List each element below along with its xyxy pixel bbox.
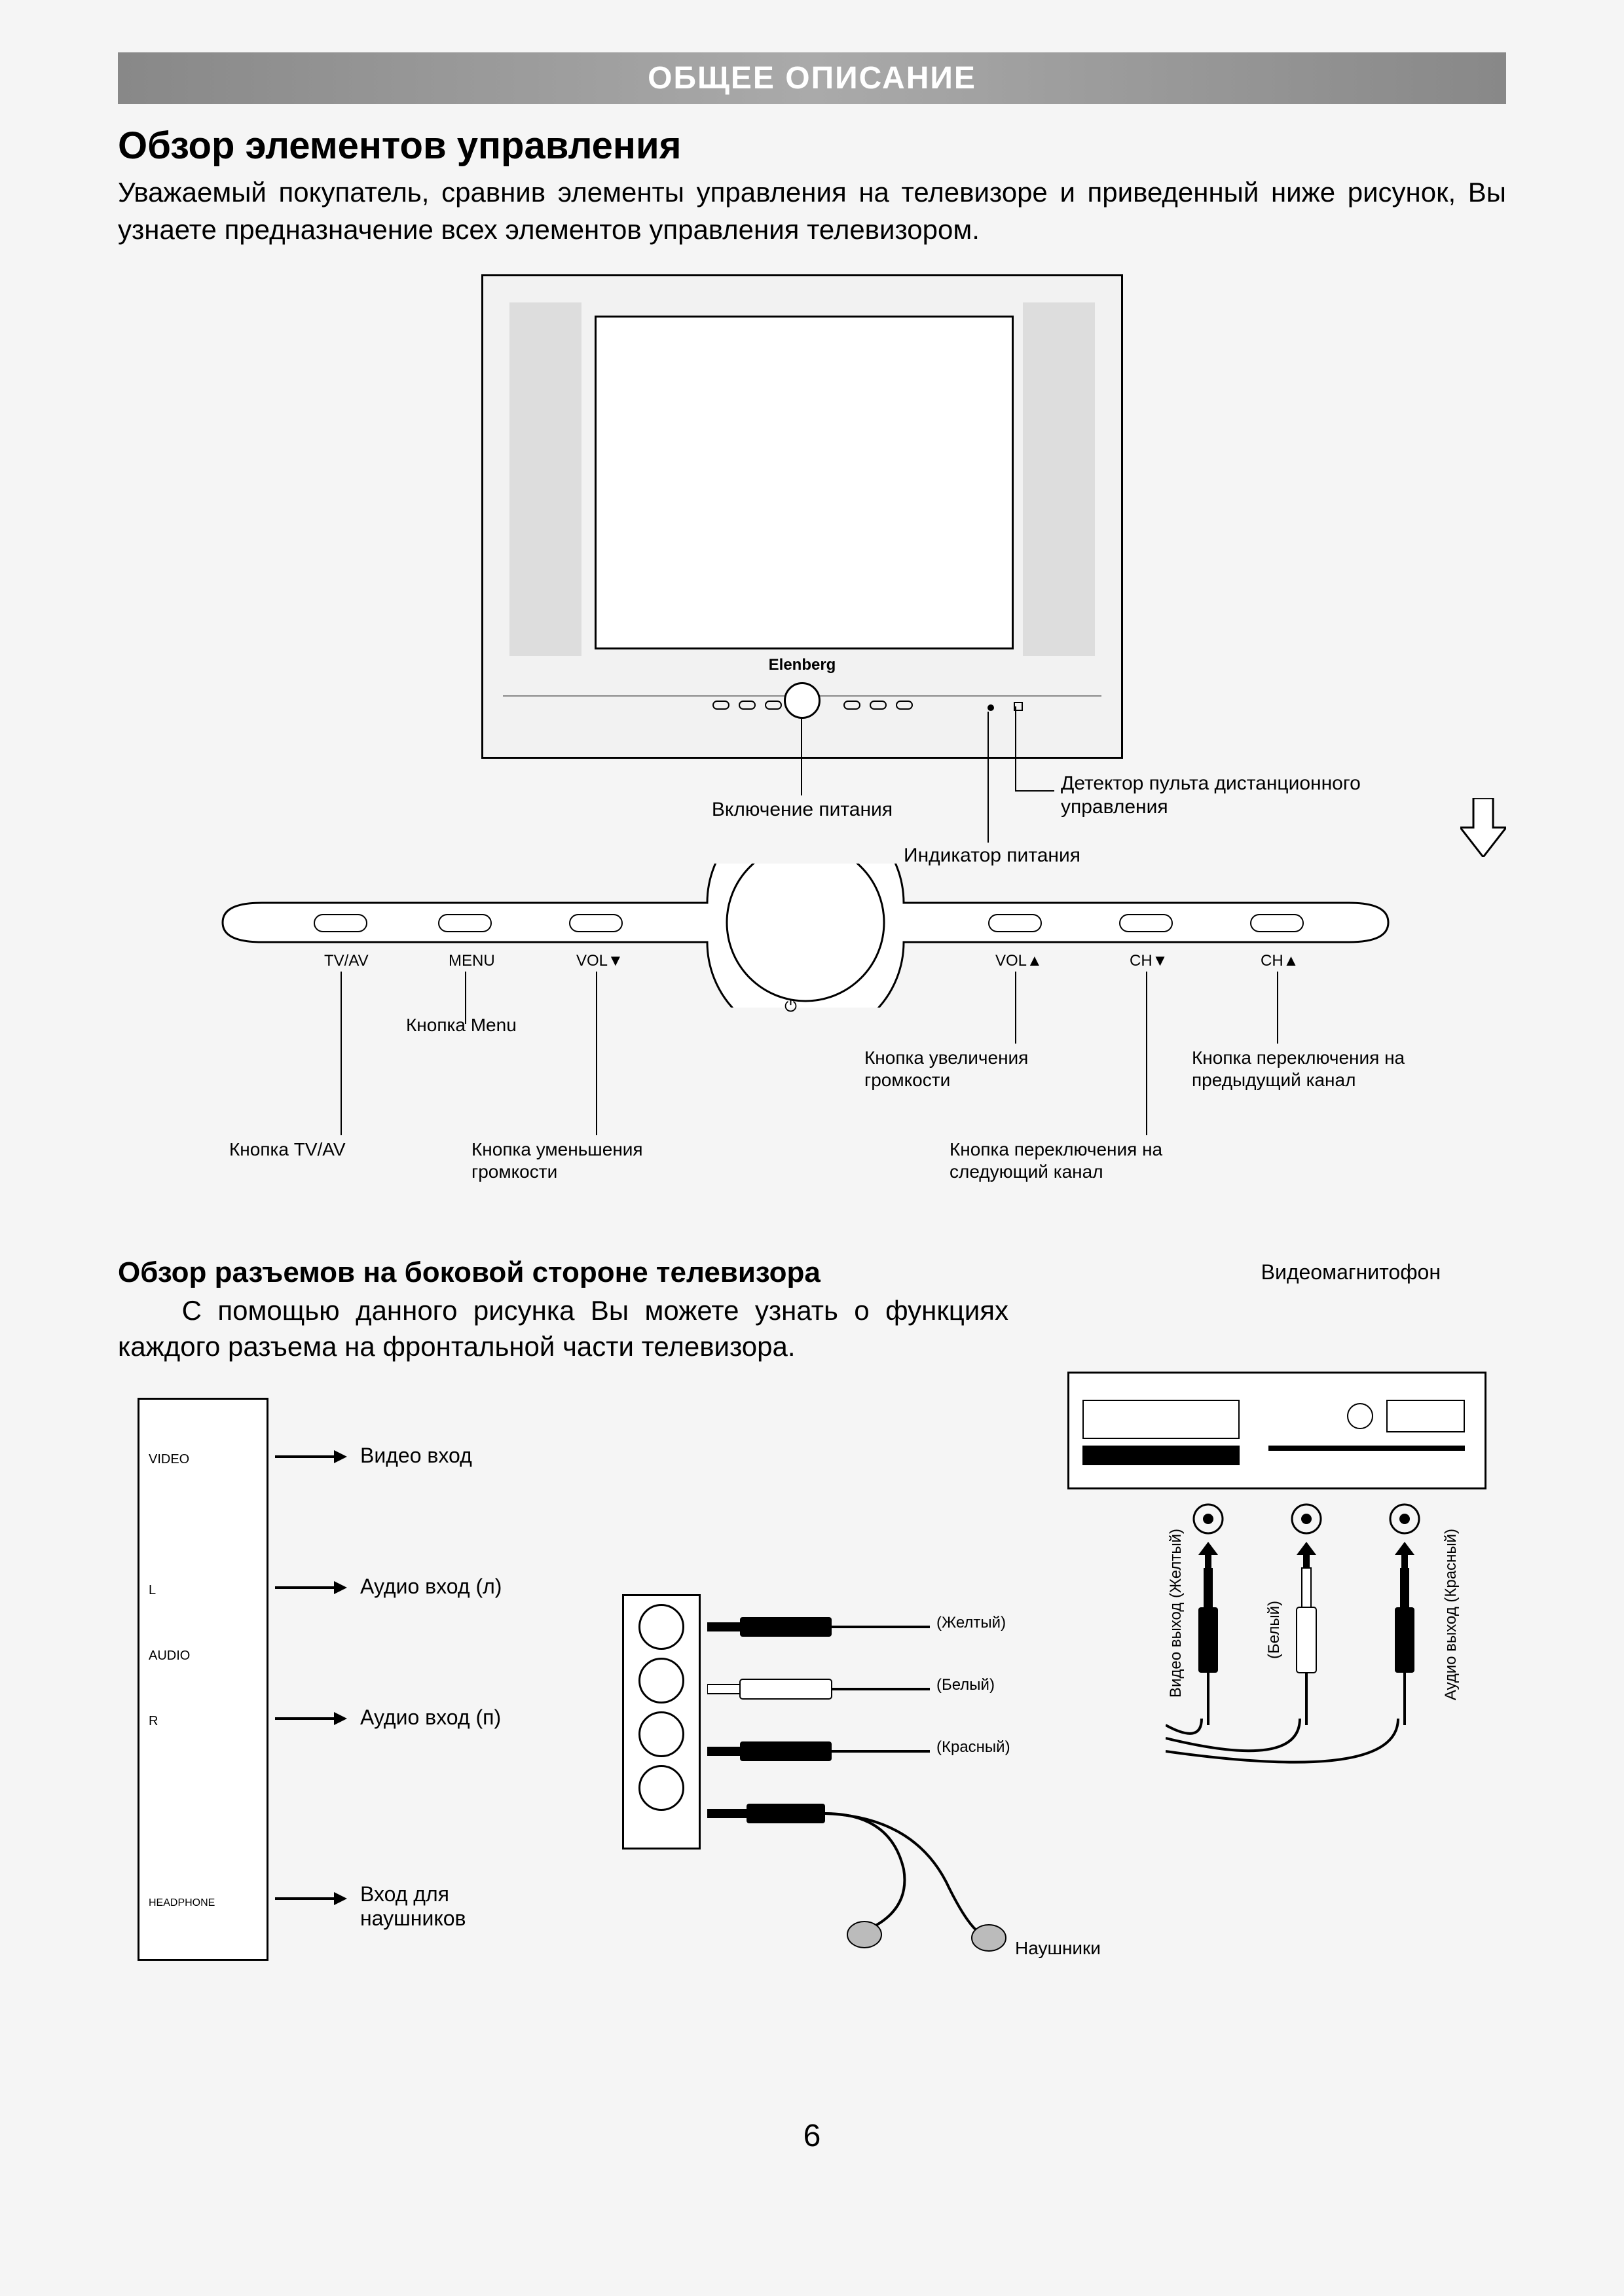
desc-menu: Кнопка Menu — [406, 1014, 517, 1036]
section2-intro: С помощью данного рисунка Вы можете узна… — [118, 1293, 1008, 1364]
label-audio-l: Аудио вход (л) — [360, 1575, 502, 1599]
panel-label-audio: AUDIO — [149, 1649, 190, 1664]
label-audio-r: Аудио вход (п) — [360, 1705, 501, 1730]
tv-input-block — [622, 1594, 701, 1850]
vcr-box — [1067, 1372, 1486, 1489]
label-video-in: Видео вход — [360, 1444, 472, 1468]
tv-btn-4 — [843, 701, 860, 710]
page-banner: ОБЩЕЕ ОПИСАНИЕ — [118, 52, 1506, 104]
tv-brand-label: Elenberg — [769, 656, 836, 674]
callout-line-power — [801, 717, 802, 795]
section1-intro: Уважаемый покупатель, сравнив элементы у… — [118, 174, 1506, 248]
cable-label-white: (Белый) — [936, 1676, 995, 1694]
btn-label-power-icon: ⏻ — [784, 998, 797, 1016]
down-arrow-icon — [1460, 798, 1506, 857]
arrow-audio-l — [275, 1578, 347, 1597]
tv-speaker-right — [1023, 302, 1095, 656]
btn-label-voldown: VOL▼ — [576, 952, 623, 970]
btn-label-menu: MENU — [449, 952, 495, 970]
panel-label-l: L — [149, 1583, 156, 1598]
desc-chup: Кнопка переключения на предыдущий канал — [1192, 1047, 1467, 1091]
btn-label-volup: VOL▲ — [995, 952, 1043, 970]
jack-3 — [638, 1711, 684, 1757]
vcr-out-white: (Белый) — [1265, 1601, 1283, 1659]
control-bar-diagram: TV/AV MENU VOL▼ ⏻ VOL▲ CH▼ CH▲ Кнопка Me… — [118, 864, 1506, 1243]
tv-btn-5 — [870, 701, 887, 710]
btn-label-tvav: TV/AV — [324, 952, 369, 970]
headphones-caption: Наушники — [1015, 1938, 1101, 1959]
line-voldown — [596, 972, 597, 1135]
cable-label-red: (Красный) — [936, 1738, 1010, 1757]
tv-body: Elenberg — [481, 274, 1123, 759]
panel-label-video: VIDEO — [149, 1452, 189, 1467]
plug-h-white — [707, 1673, 930, 1705]
tv-power-button — [784, 682, 821, 719]
vcr-jack-yellow — [1192, 1503, 1225, 1535]
btn-label-chup: CH▲ — [1261, 952, 1299, 970]
tv-speaker-left — [509, 302, 581, 656]
callout-line-led — [987, 712, 989, 843]
arrow-audio-r — [275, 1709, 347, 1728]
jack-4 — [638, 1765, 684, 1811]
plug-up-yellow — [1192, 1542, 1225, 1725]
vcr-out-video: Видео выход (Желтый) — [1167, 1529, 1185, 1698]
plug-h-yellow — [707, 1611, 930, 1643]
connectors-diagram: VIDEO L AUDIO R HEADPHONE Видео вход Ауд… — [118, 1378, 1506, 2098]
panel-label-r: R — [149, 1714, 158, 1729]
vcr-out-audio: Аудио выход (Красный) — [1442, 1529, 1460, 1700]
line-tvav — [341, 972, 342, 1135]
control-bar-shape — [183, 864, 1428, 1008]
vcr-jack-white — [1290, 1503, 1323, 1535]
callout-power: Включение питания — [704, 798, 900, 822]
tv-btn-6 — [896, 701, 913, 710]
tv-btn-3 — [765, 701, 782, 710]
cable-curves — [1166, 1719, 1441, 1823]
panel-label-headphone: HEADPHONE — [149, 1897, 215, 1909]
callout-line-ir — [1015, 706, 1016, 792]
tv-diagram: Elenberg Включение питания Индикатор пит… — [118, 274, 1506, 798]
tv-led — [987, 704, 994, 711]
line-chdown — [1146, 972, 1147, 1135]
arrow-video — [275, 1447, 347, 1467]
line-chup — [1277, 972, 1278, 1044]
desc-chdown: Кнопка переключения на следующий канал — [950, 1139, 1211, 1182]
headphone-plug — [707, 1797, 1035, 1967]
line-volup — [1015, 972, 1016, 1044]
plug-up-red — [1388, 1542, 1421, 1725]
jack-2 — [638, 1658, 684, 1704]
vcr-label: Видеомагнитофон — [1261, 1260, 1441, 1285]
tv-screen — [595, 316, 1014, 649]
btn-label-chdown: CH▼ — [1130, 952, 1168, 970]
desc-volup: Кнопка увеличения громкости — [864, 1047, 1100, 1091]
label-headphone: Вход для наушников — [360, 1882, 504, 1931]
callout-ir: Детектор пульта дистанционного управлени… — [1061, 772, 1401, 819]
plug-h-red — [707, 1735, 930, 1768]
desc-tvav: Кнопка TV/AV — [229, 1139, 346, 1161]
callout-hline-ir — [1015, 790, 1054, 792]
section1-heading: Обзор элементов управления — [118, 124, 1506, 168]
jack-1 — [638, 1604, 684, 1650]
plug-up-white — [1290, 1542, 1323, 1725]
cable-label-yellow: (Желтый) — [936, 1614, 1006, 1632]
vcr-jack-red — [1388, 1503, 1421, 1535]
arrow-headphone — [275, 1889, 347, 1908]
tv-btn-1 — [712, 701, 729, 710]
desc-voldown: Кнопка уменьшения громкости — [471, 1139, 707, 1182]
side-panel: VIDEO L AUDIO R HEADPHONE — [138, 1398, 268, 1961]
page-number: 6 — [118, 2118, 1506, 2154]
section2-intro-text: С помощью данного рисунка Вы можете узна… — [118, 1295, 1008, 1362]
tv-btn-2 — [739, 701, 756, 710]
